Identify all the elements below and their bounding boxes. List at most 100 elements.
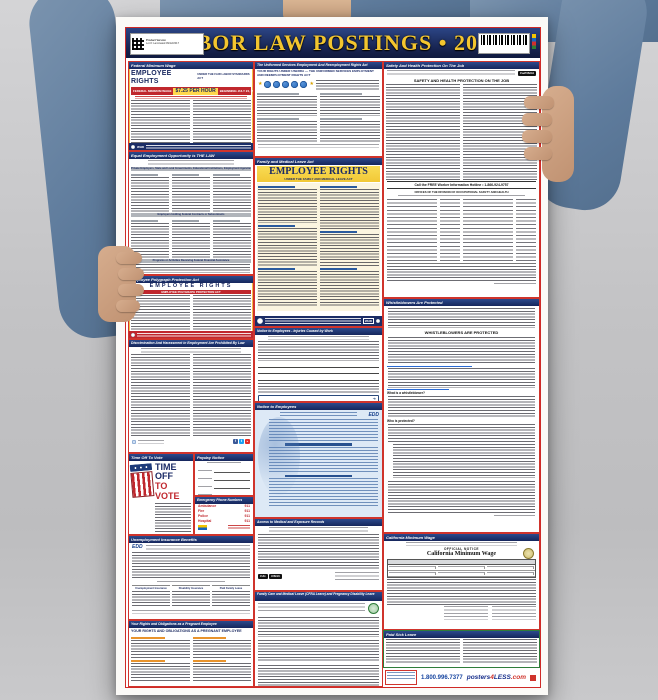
vote-body: TIME OFF TO VOTE: [129, 461, 193, 534]
text-block: [131, 99, 190, 147]
star-icon: ★: [309, 81, 314, 88]
color-calibration-chips: [532, 34, 536, 49]
camin-title-row: California Minimum Wage: [384, 548, 539, 559]
text-block: [155, 503, 191, 533]
polygraph-red-band: EMPLOYEE POLYGRAPH PROTECTION ACT: [131, 290, 251, 294]
userra-title: YOUR RIGHTS UNDER USERRA — THE UNIFORMED…: [257, 69, 374, 77]
official-notice-label: OFFICIAL NOTICE: [443, 547, 480, 551]
cal-logo-chip: CAL: [258, 573, 269, 579]
benefits-table: Unemployment Insurance Disability Insura…: [129, 585, 253, 609]
text-block: [192, 99, 251, 147]
text-block: [131, 662, 190, 681]
section-discrimination-harassment: Discrimination And Harassment in Employm…: [128, 339, 254, 453]
text-block: [258, 143, 379, 148]
section-band: Paid Sick Leave: [384, 631, 539, 638]
table-row: [388, 565, 535, 571]
text-block: [257, 95, 317, 116]
text-block: [265, 318, 361, 324]
blue-mini-heading: [320, 231, 357, 233]
text-block: [405, 542, 518, 546]
benefits-col-header: Unemployment Insurance: [135, 587, 167, 590]
youtube-icon: ►: [245, 439, 250, 444]
dol-seal-icon: [131, 332, 135, 337]
body-text-columns: [129, 99, 253, 147]
section-band: Access to Medical and Exposure Records: [255, 519, 382, 526]
emergency-row: Ambulance 911: [195, 504, 253, 509]
text-block: [320, 120, 380, 143]
ballot-box-stripes: [130, 471, 155, 498]
text-block: [131, 354, 190, 438]
mini-heading: [320, 92, 362, 95]
eeo-segment-1: Private Employers, State and Local Gover…: [131, 167, 251, 171]
vote-title-line1: TIME OFF: [155, 462, 177, 481]
section-safety-health-protection: Safety And Health Protection On The Job …: [383, 61, 540, 298]
text-block: [228, 525, 250, 530]
text-block: [131, 639, 190, 658]
emergency-value: 911: [244, 514, 250, 518]
facebook-icon: f: [233, 439, 238, 444]
emergency-label: Ambulance: [198, 504, 217, 508]
orange-subheading: [192, 659, 227, 662]
wage-rate-table: [387, 559, 536, 578]
ballot-box-illustration: [129, 463, 155, 498]
emergency-value: 911: [244, 504, 250, 508]
whd-logo: WHD: [362, 318, 374, 324]
text-block: [137, 332, 251, 337]
text-block: [192, 639, 251, 658]
form-underline: [213, 476, 250, 481]
employee-rights-title: EMPLOYEE RIGHTS: [269, 166, 368, 177]
section-cfra-pregnancy-leave: Family Care and Medical Leave (CFRA Leav…: [254, 591, 383, 687]
schedule-column: [444, 606, 488, 620]
left-finger: [116, 252, 142, 264]
edd-logo: EDD: [368, 412, 379, 418]
blue-mini-heading: [320, 186, 357, 188]
poster-content-frame: LABOR LAW POSTINGS • 2018 Product Versio…: [125, 27, 541, 688]
arrow-banner: ➜: [258, 394, 379, 401]
form-rule: [258, 364, 379, 368]
text-column: [257, 91, 317, 143]
text-block: [335, 572, 379, 580]
emergency-label: Fire: [198, 509, 205, 513]
text-block: [172, 223, 210, 259]
text-column: [258, 184, 317, 310]
section-california-minimum-wage: California Minimum Wage OFFICIAL NOTICE …: [383, 533, 540, 630]
text-column: [192, 635, 251, 681]
revision-note: [494, 515, 535, 519]
text-column: [131, 172, 169, 213]
label-line2: Lot #: Laminated 09/12/2017: [146, 42, 180, 46]
right-finger: [524, 96, 554, 109]
hyperlink-line: [387, 389, 449, 391]
section-footer-row: f t ►: [129, 438, 253, 445]
rate-effective: BEGINNING JULY 24, 2009: [219, 89, 254, 93]
text-column: [320, 91, 380, 143]
table-cell: [389, 572, 436, 575]
form-line: [198, 492, 250, 495]
poster-footer: 1.800.996.7377 posters4LESS.com: [383, 669, 542, 686]
text-block: [388, 308, 535, 328]
text-block: [141, 348, 241, 353]
table-cell: [487, 566, 534, 569]
red-notice-line: [135, 96, 247, 99]
dol-footer-bar: WHD: [255, 316, 382, 326]
text-block: [192, 354, 251, 438]
text-block: [387, 70, 515, 76]
text-block: [172, 591, 210, 607]
section-paid-sick-leave: Paid Sick Leave: [383, 630, 540, 668]
service-icons-row: ★ ★: [255, 79, 382, 90]
text-block: [172, 177, 210, 213]
text-block: [206, 462, 242, 465]
whistleblower-subheading: What is a whistleblower?: [387, 391, 425, 396]
section-band: Your Rights and Obligations as a Pregnan…: [129, 621, 253, 628]
form-label: [198, 494, 212, 495]
benefits-col: Paid Family Leave: [212, 585, 250, 609]
table-cell: [389, 566, 436, 569]
form-label: [198, 470, 212, 473]
section-federal-minimum-wage: Federal Minimum Wage EMPLOYEE RIGHTS UND…: [128, 61, 254, 151]
emergency-footer: [195, 524, 253, 531]
text-block: [388, 368, 535, 389]
text-block: [315, 79, 379, 90]
body-text-columns: [258, 184, 379, 310]
brand-part: .com: [510, 674, 526, 681]
body-text-columns: [129, 354, 253, 438]
text-column: [172, 218, 210, 259]
